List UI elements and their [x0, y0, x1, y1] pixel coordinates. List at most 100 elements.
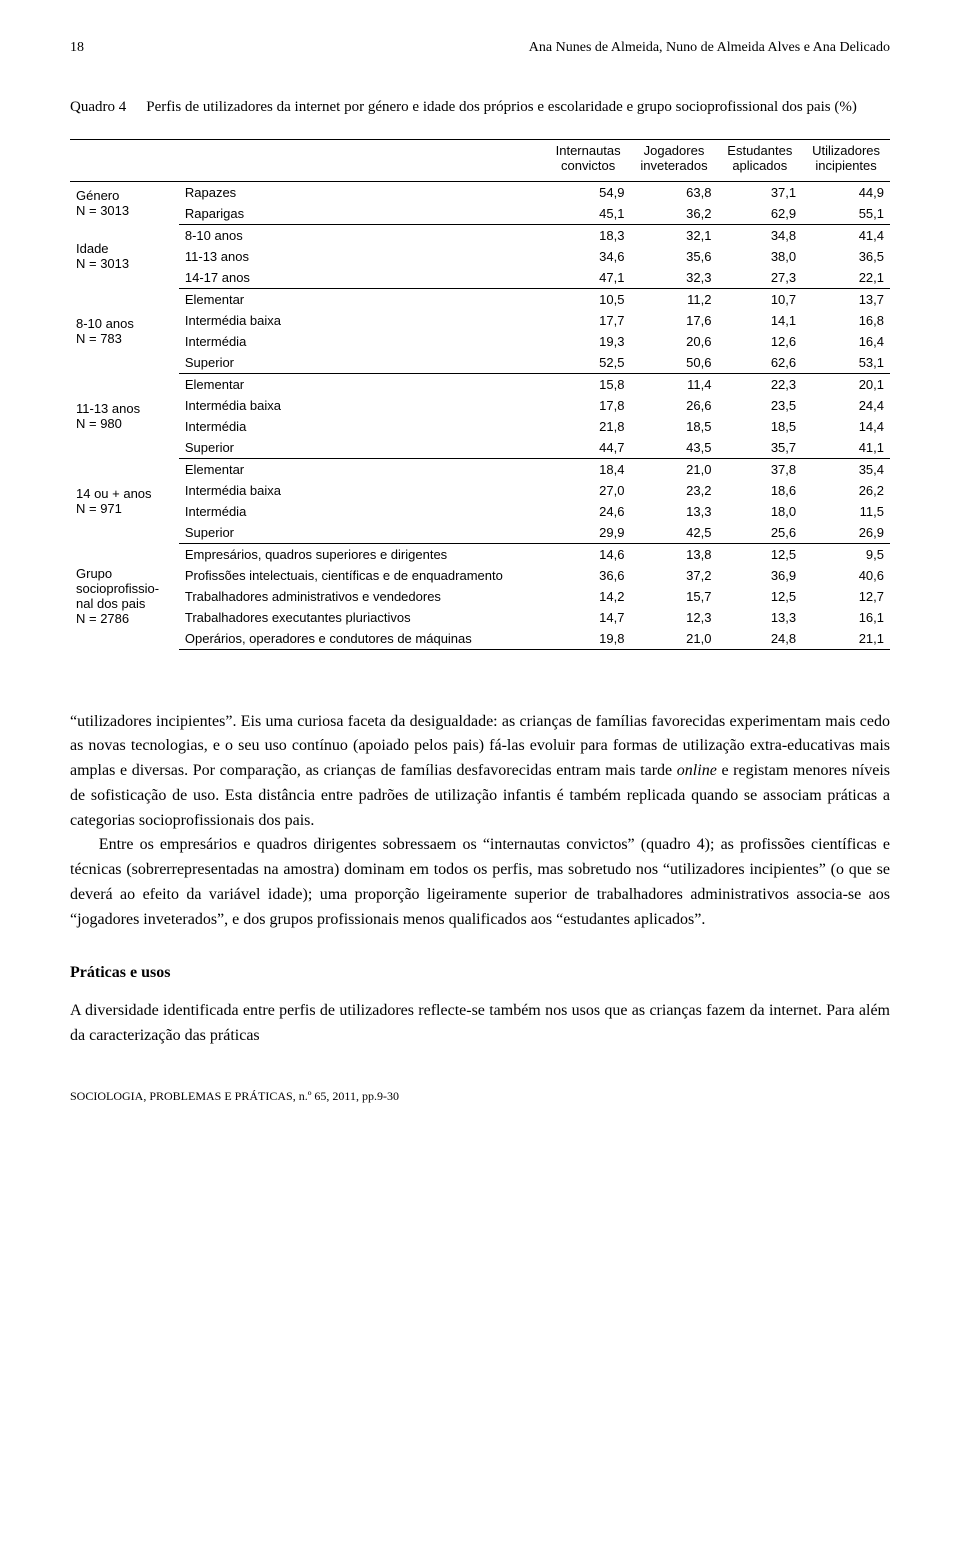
cell-value: 41,4 — [802, 224, 890, 246]
cell-value: 21,0 — [630, 628, 717, 650]
cell-value: 26,2 — [802, 480, 890, 501]
cell-value: 18,4 — [546, 458, 631, 480]
col-header: Utilizadoresincipientes — [802, 139, 890, 181]
cell-value: 21,8 — [546, 416, 631, 437]
cell-value: 37,1 — [717, 181, 802, 203]
row-label: Empresários, quadros superiores e dirige… — [179, 543, 546, 565]
cell-value: 22,3 — [717, 373, 802, 395]
row-label: 8-10 anos — [179, 224, 546, 246]
cell-value: 14,1 — [717, 310, 802, 331]
cell-value: 15,8 — [546, 373, 631, 395]
row-label: Raparigas — [179, 203, 546, 225]
running-header: 18 Ana Nunes de Almeida, Nuno de Almeida… — [70, 40, 890, 56]
cell-value: 20,1 — [802, 373, 890, 395]
cell-value: 13,3 — [717, 607, 802, 628]
cell-value: 11,5 — [802, 501, 890, 522]
row-label: Intermédia baixa — [179, 310, 546, 331]
rowgroup-label: GéneroN = 3013 — [70, 181, 179, 224]
cell-value: 18,3 — [546, 224, 631, 246]
cell-value: 19,8 — [546, 628, 631, 650]
section-heading: Práticas e usos — [70, 961, 890, 986]
cell-value: 13,7 — [802, 288, 890, 310]
cell-value: 42,5 — [630, 522, 717, 544]
cell-value: 35,7 — [717, 437, 802, 459]
rowgroup-label: Gruposocioprofissio-nal dos paisN = 2786 — [70, 543, 179, 649]
cell-value: 52,5 — [546, 352, 631, 374]
col-header: Internautasconvictos — [546, 139, 631, 181]
cell-value: 29,9 — [546, 522, 631, 544]
cell-value: 12,5 — [717, 586, 802, 607]
cell-value: 50,6 — [630, 352, 717, 374]
paragraph: Entre os empresários e quadros dirigente… — [70, 833, 890, 932]
row-label: Elementar — [179, 458, 546, 480]
rowgroup-label: 11-13 anosN = 980 — [70, 373, 179, 458]
paragraph: A diversidade identificada entre perfis … — [70, 999, 890, 1049]
row-label: 11-13 anos — [179, 246, 546, 267]
row-label: Superior — [179, 522, 546, 544]
cell-value: 13,8 — [630, 543, 717, 565]
cell-value: 25,6 — [717, 522, 802, 544]
cell-value: 54,9 — [546, 181, 631, 203]
cell-value: 24,6 — [546, 501, 631, 522]
row-label: Superior — [179, 352, 546, 374]
cell-value: 12,5 — [717, 543, 802, 565]
cell-value: 10,5 — [546, 288, 631, 310]
row-label: Trabalhadores executantes pluriactivos — [179, 607, 546, 628]
cell-value: 18,0 — [717, 501, 802, 522]
cell-value: 36,5 — [802, 246, 890, 267]
cell-value: 9,5 — [802, 543, 890, 565]
cell-value: 45,1 — [546, 203, 631, 225]
cell-value: 47,1 — [546, 267, 631, 289]
cell-value: 26,9 — [802, 522, 890, 544]
cell-value: 36,2 — [630, 203, 717, 225]
cell-value: 32,3 — [630, 267, 717, 289]
cell-value: 18,6 — [717, 480, 802, 501]
cell-value: 21,0 — [630, 458, 717, 480]
cell-value: 35,4 — [802, 458, 890, 480]
cell-value: 22,1 — [802, 267, 890, 289]
cell-value: 17,6 — [630, 310, 717, 331]
table-caption-text: Perfis de utilizadores da internet por g… — [146, 96, 890, 119]
cell-value: 24,8 — [717, 628, 802, 650]
cell-value: 14,4 — [802, 416, 890, 437]
rowgroup-label: 14 ou + anosN = 971 — [70, 458, 179, 543]
cell-value: 14,6 — [546, 543, 631, 565]
cell-value: 41,1 — [802, 437, 890, 459]
cell-value: 12,6 — [717, 331, 802, 352]
body-text: “utilizadores incipientes”. Eis uma curi… — [70, 710, 890, 1050]
cell-value: 37,8 — [717, 458, 802, 480]
rowgroup-label: IdadeN = 3013 — [70, 224, 179, 288]
row-label: 14-17 anos — [179, 267, 546, 289]
cell-value: 34,6 — [546, 246, 631, 267]
cell-value: 15,7 — [630, 586, 717, 607]
cell-value: 35,6 — [630, 246, 717, 267]
row-label: Operários, operadores e condutores de má… — [179, 628, 546, 650]
cell-value: 12,7 — [802, 586, 890, 607]
row-label: Elementar — [179, 373, 546, 395]
cell-value: 34,8 — [717, 224, 802, 246]
row-label: Intermédia baixa — [179, 395, 546, 416]
data-table: Internautasconvictos Jogadoresinveterado… — [70, 139, 890, 650]
cell-value: 16,8 — [802, 310, 890, 331]
cell-value: 44,9 — [802, 181, 890, 203]
row-label: Intermédia — [179, 331, 546, 352]
row-label: Trabalhadores administrativos e vendedor… — [179, 586, 546, 607]
col-header: Estudantesaplicados — [717, 139, 802, 181]
cell-value: 23,5 — [717, 395, 802, 416]
cell-value: 26,6 — [630, 395, 717, 416]
cell-value: 36,6 — [546, 565, 631, 586]
cell-value: 24,4 — [802, 395, 890, 416]
row-label: Profissões intelectuais, científicas e d… — [179, 565, 546, 586]
cell-value: 23,2 — [630, 480, 717, 501]
cell-value: 14,7 — [546, 607, 631, 628]
cell-value: 16,1 — [802, 607, 890, 628]
footer-citation: SOCIOLOGIA, PROBLEMAS E PRÁTICAS, n.º 65… — [70, 1089, 890, 1104]
row-label: Elementar — [179, 288, 546, 310]
cell-value: 20,6 — [630, 331, 717, 352]
cell-value: 36,9 — [717, 565, 802, 586]
rowgroup-label: 8-10 anosN = 783 — [70, 288, 179, 373]
cell-value: 19,3 — [546, 331, 631, 352]
cell-value: 40,6 — [802, 565, 890, 586]
cell-value: 18,5 — [630, 416, 717, 437]
cell-value: 55,1 — [802, 203, 890, 225]
